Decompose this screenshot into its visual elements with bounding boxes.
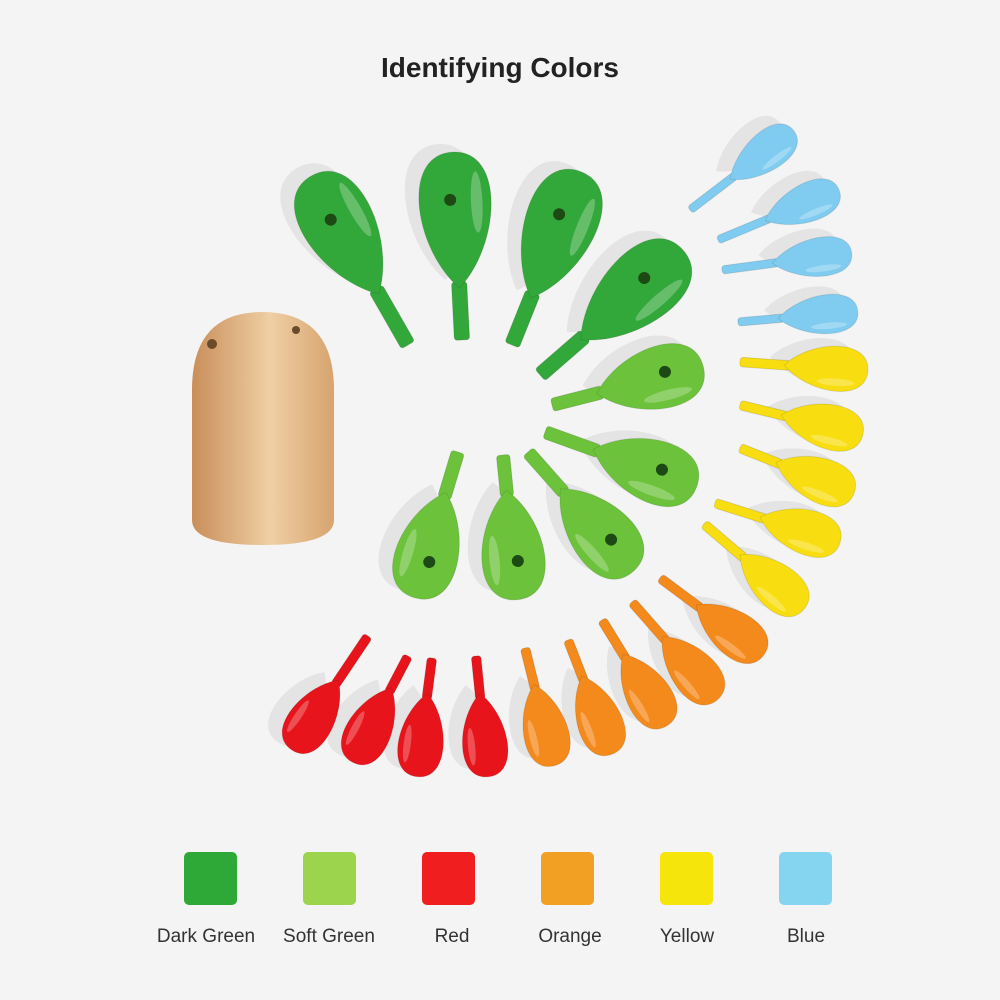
bead-orange bbox=[629, 599, 726, 706]
bead-orange bbox=[657, 574, 769, 665]
bead-yellow bbox=[701, 521, 810, 618]
swatch-label: Soft Green bbox=[283, 926, 375, 947]
bead-red bbox=[340, 654, 412, 766]
bead-dark-green bbox=[293, 170, 415, 349]
bead-orange bbox=[563, 638, 627, 757]
title: Identifying Colors bbox=[381, 52, 619, 83]
bead-blue bbox=[688, 123, 798, 213]
bead-dark-green bbox=[535, 238, 693, 381]
bead-yellow bbox=[738, 443, 857, 508]
swatch-soft-green bbox=[303, 852, 356, 905]
swatch-label: Orange bbox=[538, 926, 602, 947]
swatch-label: Yellow bbox=[659, 926, 715, 947]
wooden-caterpillar-head bbox=[192, 312, 334, 545]
bead-soft-green bbox=[550, 342, 705, 412]
bead-blue bbox=[721, 236, 853, 277]
bead-dark-green bbox=[418, 151, 492, 341]
bead-red bbox=[397, 657, 444, 778]
bead-soft-green bbox=[543, 426, 700, 508]
bead-orange bbox=[520, 646, 571, 767]
swatch-yellow bbox=[660, 852, 713, 905]
swatch-label: Blue bbox=[786, 926, 826, 947]
swatch-dark-green bbox=[184, 852, 237, 905]
bead-yellow bbox=[739, 345, 869, 392]
swatch-red bbox=[422, 852, 475, 905]
swatch-label: Red bbox=[434, 926, 470, 947]
bead-red bbox=[281, 633, 372, 755]
bead-dark-green bbox=[505, 168, 603, 348]
bead-yellow bbox=[738, 400, 864, 452]
bead-soft-green bbox=[481, 454, 546, 601]
bead-yellow bbox=[713, 498, 842, 559]
bead-blue bbox=[716, 178, 841, 244]
bead-blue bbox=[737, 293, 859, 335]
swatch-blue bbox=[779, 852, 832, 905]
bead-orange bbox=[598, 618, 678, 730]
bead-red bbox=[462, 655, 509, 778]
swatch-label: Dark Green bbox=[156, 926, 256, 947]
bead-soft-green bbox=[392, 450, 465, 600]
bead-soft-green bbox=[523, 448, 645, 580]
swatch-orange bbox=[541, 852, 594, 905]
